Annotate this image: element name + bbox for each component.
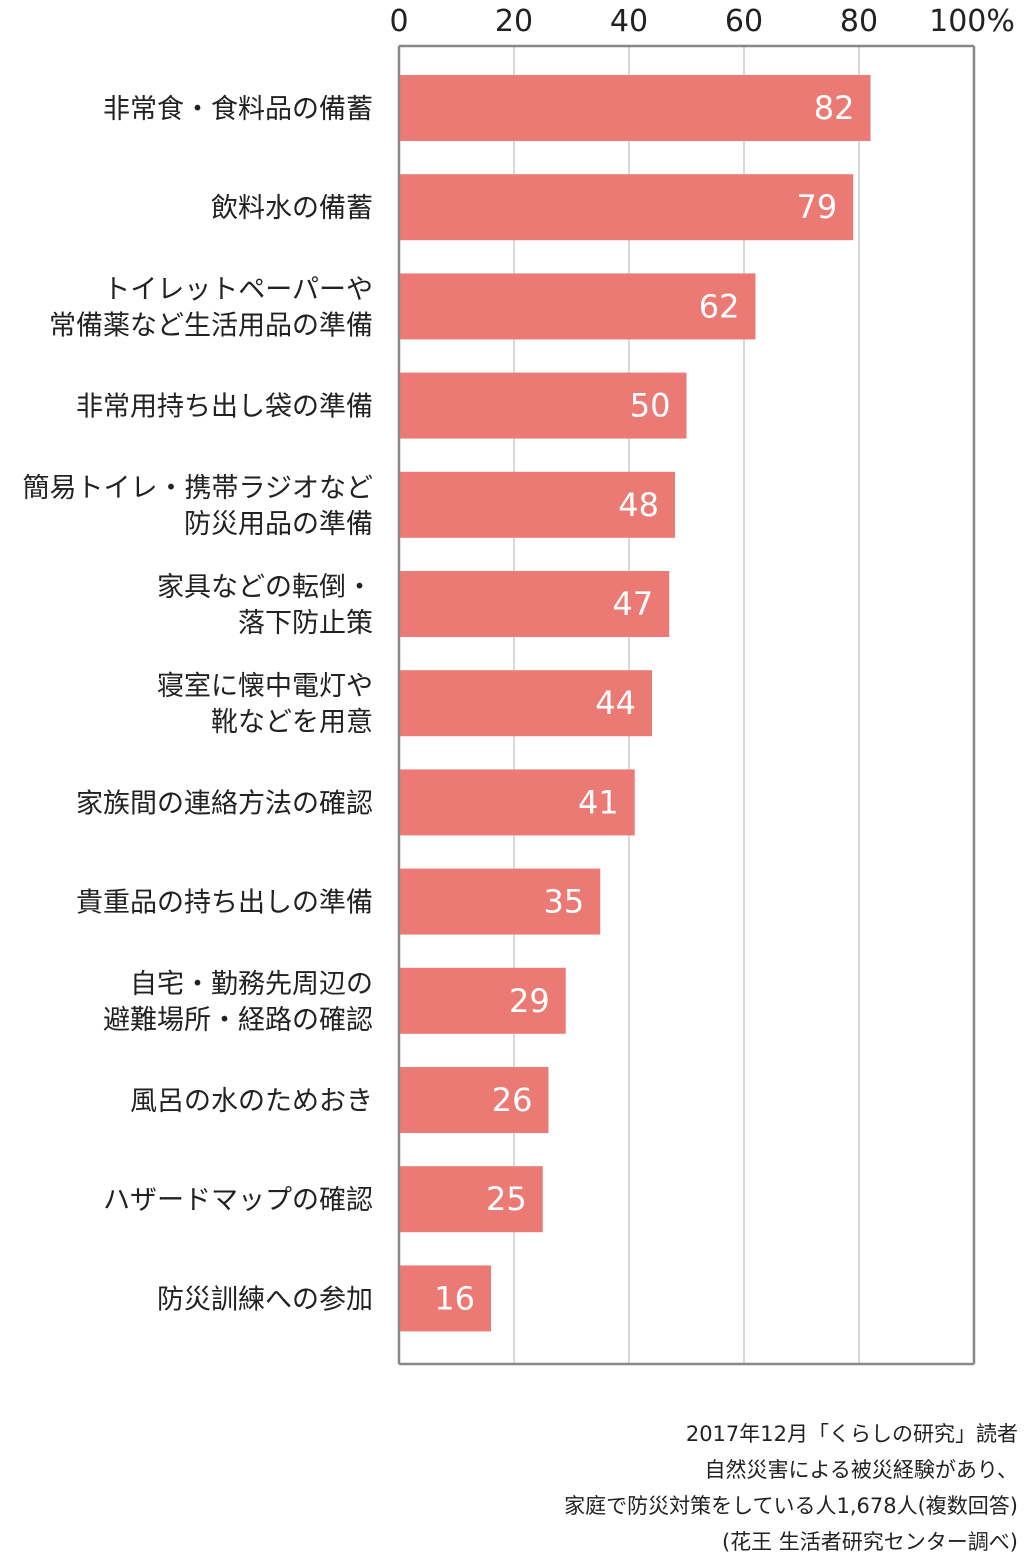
- bar-4: [399, 471, 675, 538]
- x-tick-label-20: 20: [495, 4, 533, 39]
- x-tick-label-100: 100%: [929, 4, 1015, 39]
- x-tick-label-0: 0: [389, 4, 408, 39]
- value-label-10: 26: [492, 1081, 533, 1119]
- category-label-9-1: 避難場所・経路の確認: [103, 1005, 373, 1036]
- bar-1: [399, 174, 854, 241]
- category-label-4-0: 簡易トイレ・携帯ラジオなど: [23, 473, 373, 504]
- category-label-9-0: 自宅・勤務先周辺の: [130, 969, 373, 1000]
- bar-9: [399, 967, 566, 1034]
- bar-5: [399, 571, 670, 637]
- category-label-5-0: 家具などの転倒・: [157, 572, 373, 603]
- value-label-5: 47: [613, 585, 654, 623]
- footnote-line-2: 自然災害による被災経験があり、: [704, 1458, 1018, 1482]
- value-labels: 82 79 62 50 48 47 44 41 35 29 26 25 16: [434, 89, 854, 1317]
- bars: [399, 75, 871, 1332]
- value-label-7: 41: [578, 783, 619, 821]
- footnote-line-1: 2017年12月「くらしの研究」読者: [685, 1422, 1018, 1446]
- x-tick-label-40: 40: [610, 4, 648, 39]
- category-label-8-0: 貴重品の持ち出しの準備: [76, 888, 373, 919]
- category-label-5-1: 落下防止策: [238, 608, 373, 639]
- category-label-3-0: 非常用持ち出し袋の準備: [76, 392, 373, 423]
- footnote-line-4: (花王 生活者研究センター調べ): [721, 1530, 1018, 1554]
- category-label-10-0: 風呂の水のためおき: [130, 1086, 373, 1117]
- x-tick-label-60: 60: [725, 4, 763, 39]
- bar-12: [399, 1265, 491, 1332]
- bar-3: [399, 372, 687, 439]
- category-label-0-0: 非常食・食料品の備蓄: [103, 94, 373, 125]
- category-label-7-0: 家族間の連絡方法の確認: [76, 788, 373, 819]
- value-label-6: 44: [595, 684, 636, 722]
- category-label-12-0: 防災訓練への参加: [157, 1284, 373, 1315]
- value-label-0: 82: [814, 89, 855, 127]
- x-tick-label-80: 80: [840, 4, 878, 39]
- bar-11: [399, 1166, 543, 1233]
- axis-frame: [397, 44, 976, 1366]
- footnote-line-3: 家庭で防災対策をしている人1,678人(複数回答): [564, 1494, 1018, 1518]
- value-label-11: 25: [486, 1180, 527, 1218]
- category-label-11-0: ハザードマップの確認: [103, 1185, 373, 1216]
- category-label-6-1: 靴などを用意: [211, 707, 373, 738]
- bar-8: [399, 868, 601, 935]
- value-label-8: 35: [544, 883, 585, 921]
- value-label-3: 50: [630, 387, 671, 425]
- category-label-1-0: 飲料水の備蓄: [211, 193, 373, 224]
- value-label-1: 79: [797, 188, 838, 226]
- bar-0: [399, 75, 871, 141]
- value-label-9: 29: [509, 982, 550, 1020]
- category-labels: 非常食・食料品の備蓄飲料水の備蓄トイレットペーパーや常備薬など生活用品の準備非常…: [23, 94, 373, 1315]
- category-label-2-1: 常備薬など生活用品の準備: [49, 310, 373, 341]
- bar-10: [399, 1067, 549, 1133]
- value-label-4: 48: [618, 486, 659, 524]
- category-label-2-0: トイレットペーパーや: [103, 274, 373, 305]
- footnote: 2017年12月「くらしの研究」読者 自然災害による被災経験があり、 家庭で防災…: [564, 1416, 1018, 1560]
- value-label-2: 62: [699, 287, 740, 325]
- bar-chart: 0 20 40 60 80 100% 非常食・食料品の備蓄飲料水の備蓄トイレットペーパーや…: [23, 4, 1015, 1366]
- bar-2: [399, 273, 756, 340]
- value-label-12: 16: [434, 1279, 475, 1317]
- bar-7: [399, 769, 635, 836]
- bar-6: [399, 670, 652, 737]
- category-label-4-1: 防災用品の準備: [184, 509, 373, 540]
- category-label-6-0: 寝室に懐中電灯や: [157, 671, 373, 702]
- x-axis-ticks: 0 20 40 60 80 100%: [389, 4, 1014, 39]
